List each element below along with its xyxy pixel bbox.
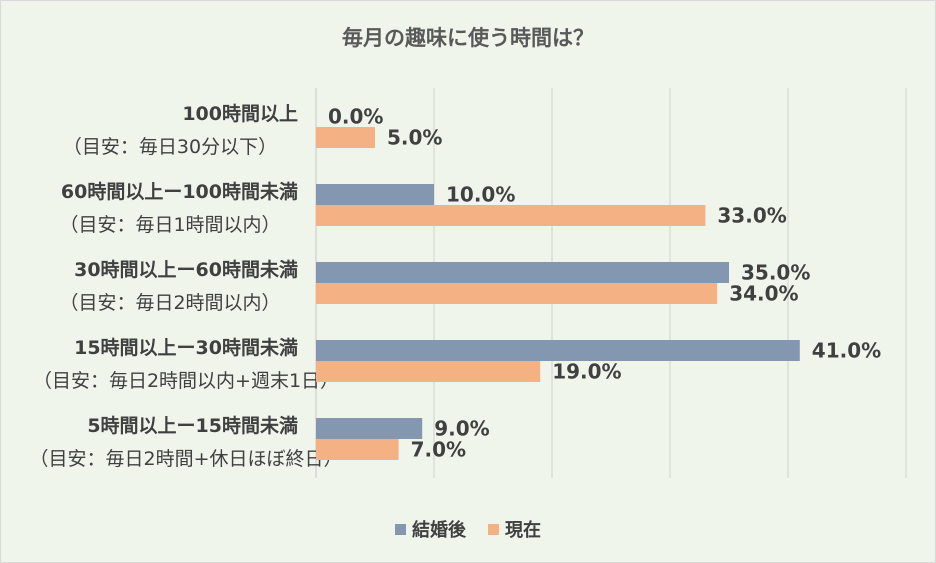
data-label: 5.0% xyxy=(387,126,442,150)
legend: 結婚後 現在 xyxy=(0,516,936,542)
legend-item: 結婚後 xyxy=(395,516,466,542)
data-label: 41.0% xyxy=(812,339,881,363)
bar-current xyxy=(316,439,399,460)
category-sublabel: （目安：毎日1時間以内） xyxy=(59,214,280,236)
legend-swatch xyxy=(488,523,499,535)
data-label: 35.0% xyxy=(741,261,810,285)
legend-item: 現在 xyxy=(488,516,541,542)
bar-after-marriage xyxy=(316,418,423,439)
bar-after-marriage xyxy=(316,184,434,205)
chart-title: 毎月の趣味に使う時間は？ xyxy=(342,26,594,50)
legend-label: 現在 xyxy=(505,520,541,541)
category-sublabel: （目安：毎日2時間+休日ほぼ終日） xyxy=(29,448,342,470)
data-label: 10.0% xyxy=(446,183,515,207)
data-label: 9.0% xyxy=(434,417,489,441)
data-label: 0.0% xyxy=(328,105,383,129)
data-label: 19.0% xyxy=(552,360,621,384)
data-label: 7.0% xyxy=(411,438,466,462)
bar-current xyxy=(316,283,718,304)
data-label: 33.0% xyxy=(717,204,786,228)
category-sublabel: （目安：毎日2時間以内+週末1日） xyxy=(33,370,339,392)
category-sublabel: （目安：毎日30分以下） xyxy=(63,136,277,158)
category-label: 60時間以上ー100時間未満 xyxy=(61,180,298,203)
category-label: 30時間以上ー60時間未満 xyxy=(74,258,298,281)
category-label: 15時間以上ー30時間未満 xyxy=(74,336,298,359)
data-label: 34.0% xyxy=(729,282,798,306)
bar-after-marriage xyxy=(316,340,800,361)
bar-after-marriage xyxy=(316,262,729,283)
category-sublabel: （目安：毎日2時間以内） xyxy=(59,292,280,314)
legend-swatch xyxy=(395,523,406,535)
legend-label: 結婚後 xyxy=(412,520,466,541)
category-label: 5時間以上ー15時間未満 xyxy=(87,414,298,437)
bar-current xyxy=(316,361,541,382)
bar-current xyxy=(316,205,706,226)
bar-current xyxy=(316,127,375,148)
category-label: 100時間以上 xyxy=(182,103,298,125)
